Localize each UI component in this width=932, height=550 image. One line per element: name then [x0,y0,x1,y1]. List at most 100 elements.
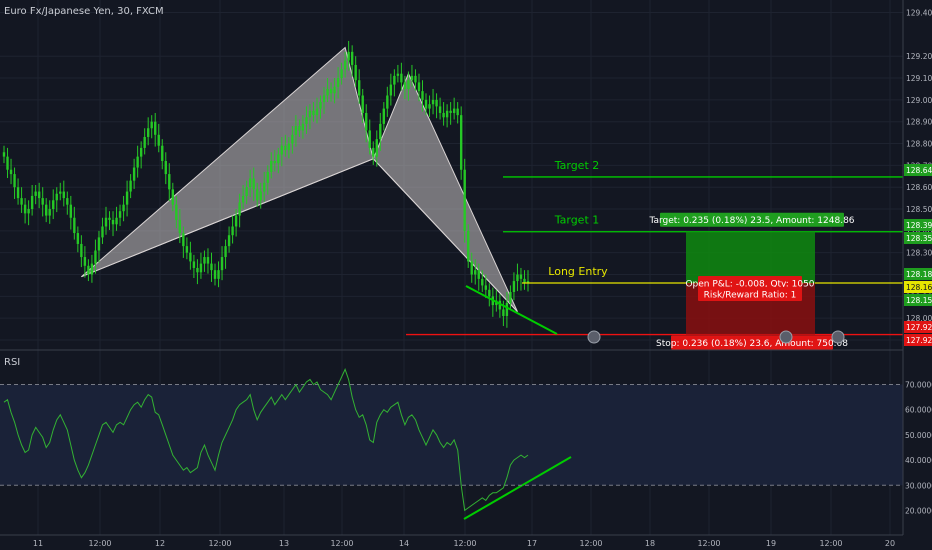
candle-body-112 [396,73,400,76]
price-tick-5: 128.800 [906,140,932,149]
candle-body-88 [312,110,315,116]
candle-body-73 [259,191,262,201]
pattern-line-xb [81,158,374,278]
candle-body-50 [178,219,182,234]
candle-body-72 [256,189,259,201]
time-tick-5: 12:00 [330,539,353,548]
price-tag-7: 127.924 [906,336,932,345]
event-icon-1[interactable] [779,330,793,344]
candle-body-84 [298,126,301,131]
time-tick-4: 13 [279,539,289,548]
price-tag-0: 128.647 [906,166,932,175]
candle-body-26 [94,250,97,264]
candle-body-29 [104,217,108,227]
candle-body-80 [284,145,287,151]
candle-body-15 [55,193,58,201]
candle-body-20 [73,217,76,234]
candle-body-125 [442,112,445,118]
candle-body-82 [291,134,294,144]
long-position-tool[interactable]: Target: 0.235 (0.18%) 23.5, Amount: 1248… [587,212,855,350]
candle-body-44 [157,134,160,146]
time-tick-10: 18 [645,539,655,548]
candle-body-47 [168,174,171,190]
candle-body-81 [287,143,291,151]
pattern-triangle-xab [81,46,374,278]
candle-body-2 [9,169,13,175]
position-open-pl-label: Open P&L: -0.008, Qty: 1050 [685,280,814,290]
candle-body-41 [146,128,150,137]
time-tick-11: 12:00 [697,539,720,548]
candle-body-148 [523,278,526,284]
rsi-axis[interactable]: 70.0000 60.0000 50.0000 40.0000 30.0000 20.00… [905,381,932,516]
candle-body-96 [340,69,343,79]
price-tag-2: 128.358 [906,234,932,243]
price-axis[interactable]: 129.400 129.200 129.100 129.000 128.900 128.8… [902,0,932,550]
pattern-line-bd [372,158,518,312]
candle-body-101 [357,80,361,96]
candle-body-53 [189,252,192,262]
candle-body-99 [350,51,354,65]
candle-body-97 [343,60,347,70]
rsi-tick-2: 50.0000 [905,431,932,440]
time-axis[interactable]: 11 12:00 12 12:00 13 12:00 14 12:00 17 12:00 18 12:… [0,534,903,548]
time-tick-3: 12:00 [208,539,231,548]
candle-body-68 [241,195,245,203]
candle-body-31 [111,219,115,225]
candle-body-144 [509,291,512,303]
candle-body-12 [45,204,48,216]
candle-body-28 [101,226,104,238]
candle-body-87 [308,110,312,118]
candle-body-0 [2,152,6,157]
price-tag-bg-5 [904,294,932,306]
candle-body-9 [34,191,37,196]
candle-body-138 [488,289,491,297]
candle-body-83 [294,126,298,135]
time-tick-14: 20 [885,539,895,548]
candle-body-130 [459,115,463,170]
event-icon-2[interactable] [831,330,845,344]
candle-body-134 [474,270,477,275]
candle-body-60 [213,270,217,279]
price-tick-9: 128.400 [906,227,932,236]
price-tag-bg-2 [904,232,932,244]
candle-body-108 [382,108,386,124]
candle-body-3 [13,174,16,188]
candle-body-52 [185,246,189,253]
candle-body-36 [129,180,132,192]
candle-body-116 [410,75,414,81]
price-tag-bg-3 [904,268,932,280]
event-icon-0[interactable] [587,330,601,344]
candle-body-122 [431,99,435,105]
candle-body-14 [52,200,55,210]
price-tick-13: 128.000 [906,314,932,323]
candle-body-149 [526,281,530,284]
candle-body-90 [319,102,322,109]
time-tick-9: 12:00 [579,539,602,548]
candle-body-117 [414,75,417,83]
price-tag-1: 128.396 [906,221,932,230]
price-tick-7: 128.600 [906,183,932,192]
candle-body-46 [164,160,167,175]
candle-body-16 [59,191,62,194]
candle-body-120 [424,99,428,109]
level-label-1: Target 1 [554,214,600,227]
rsi-tick-4: 30.0000 [905,481,932,490]
rsi-trendline [463,456,572,520]
candle-body-86 [305,117,308,124]
price-tag-3: 128.181 [906,270,932,279]
price-tag-4: 128.161 [906,283,932,292]
time-tick-7: 12:00 [453,539,476,548]
time-tick-13: 12:00 [819,539,842,548]
candle-body-114 [403,82,407,89]
candle-body-107 [379,123,382,140]
candle-body-27 [97,237,101,251]
candle-body-67 [238,202,241,216]
candle-body-76 [270,160,273,172]
price-tick-1: 129.200 [906,52,932,61]
candle-body-77 [273,160,276,164]
candle-body-34 [122,204,125,212]
candle-body-48 [171,189,175,205]
time-tick-1: 12:00 [88,539,111,548]
candle-body-8 [30,195,34,210]
